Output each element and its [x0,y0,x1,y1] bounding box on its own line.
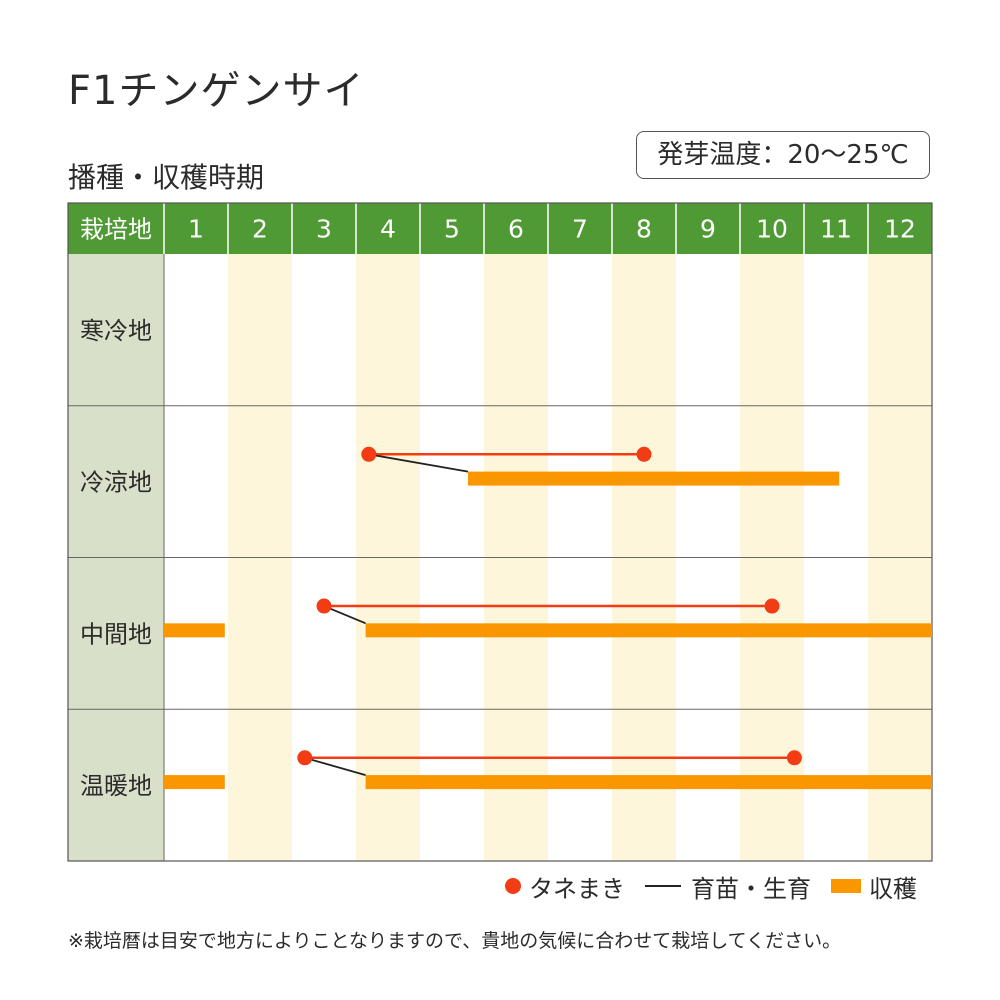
month-label-4: 4 [380,215,396,244]
sowing-end-dot [636,446,652,462]
germination-temperature-badge: 発芽温度：20〜25℃ [636,131,930,179]
legend-item-sowing: タネまき [505,869,625,904]
harvest-bar [468,471,840,486]
legend-label-seedling: 育苗・生育 [691,874,811,903]
month-label-8: 8 [636,215,652,244]
region-label: 寒冷地 [80,317,152,345]
sowing-end-dot [786,750,802,766]
seedling-connector-line [368,453,469,473]
month-label-10: 10 [756,215,788,244]
region-label: 冷涼地 [80,469,152,497]
legend-item-harvest: 収穫 [831,869,917,904]
harvest-bar [164,775,225,790]
legend-item-seedling: 育苗・生育 [645,869,811,904]
sowing-end-dot [764,598,780,614]
month-label-7: 7 [572,215,588,244]
sowing-start-dot [297,750,313,766]
month-label-5: 5 [444,215,460,244]
legend-label-sowing: タネまき [529,874,625,903]
month-label-11: 11 [820,215,852,244]
sowing-start-dot [361,446,377,462]
month-label-2: 2 [252,215,268,244]
harvest-bar [365,775,933,790]
harvest-bar-icon [831,879,861,893]
month-label-6: 6 [508,215,524,244]
chart-subtitle: 播種・収穫時期 [68,161,265,194]
month-label-3: 3 [316,215,332,244]
page-title: F1チンゲンサイ [68,68,365,114]
month-label-9: 9 [700,215,716,244]
legend-label-harvest: 収穫 [869,874,917,903]
sowing-dot-icon [505,878,521,894]
footnote: ※栽培暦は目安で地方によりことなりますので、貴地の気候に合わせて栽培してください… [68,930,842,952]
region-label: 中間地 [80,620,152,648]
chart-border [67,202,933,862]
region-label: 温暖地 [80,772,152,800]
month-label-12: 12 [884,215,916,244]
harvest-bar [164,623,225,638]
seedling-connector-line [323,605,366,625]
seedling-line-icon [645,885,681,887]
header-row-bg [68,203,932,254]
seedling-connector-line [304,756,366,776]
chart-legend: タネまき 育苗・生育 収穫 [505,868,935,904]
sowing-start-dot [316,598,332,614]
harvest-bar [365,623,933,638]
month-label-1: 1 [188,215,204,244]
header-region-label: 栽培地 [80,216,152,244]
